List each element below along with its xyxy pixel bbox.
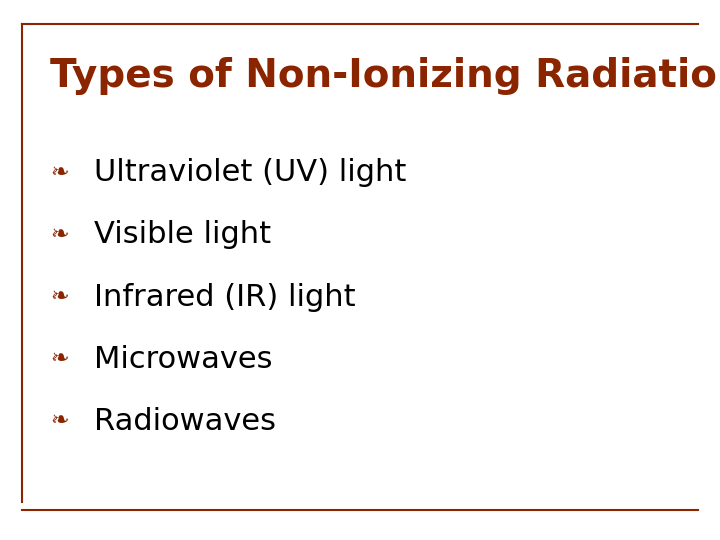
Text: Radiowaves: Radiowaves [94, 407, 276, 436]
Text: ❧: ❧ [50, 411, 69, 431]
Text: ❧: ❧ [50, 287, 69, 307]
Text: Visible light: Visible light [94, 220, 271, 249]
Text: Types of Non-Ionizing Radiation: Types of Non-Ionizing Radiation [50, 57, 720, 94]
Text: ❧: ❧ [50, 225, 69, 245]
Text: Ultraviolet (UV) light: Ultraviolet (UV) light [94, 158, 406, 187]
Text: ❧: ❧ [50, 349, 69, 369]
Text: Infrared (IR) light: Infrared (IR) light [94, 282, 355, 312]
Text: ❧: ❧ [50, 163, 69, 183]
Text: Microwaves: Microwaves [94, 345, 272, 374]
